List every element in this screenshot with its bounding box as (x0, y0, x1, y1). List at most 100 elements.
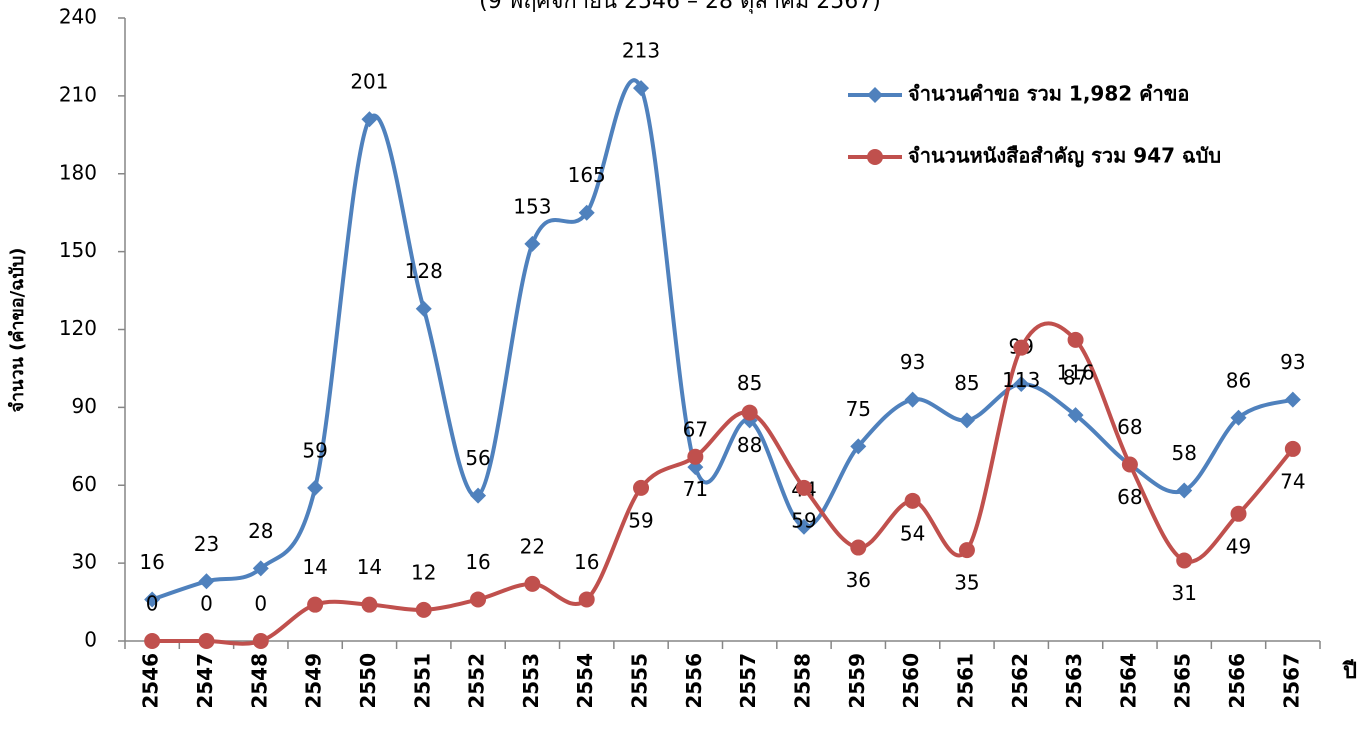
data-label: 85 (737, 371, 762, 395)
data-point (1230, 505, 1247, 522)
legend-label: จำนวนคำขอ รวม 1,982 คำขอ (908, 82, 1189, 106)
data-point (524, 235, 541, 252)
data-label: 113 (1002, 368, 1040, 392)
y-tick-label: 150 (59, 238, 97, 262)
data-point (867, 149, 883, 165)
data-label: 59 (628, 508, 653, 532)
x-tick-label: 2565 (1171, 653, 1195, 709)
data-label: 12 (411, 560, 436, 584)
data-label: 67 (683, 418, 708, 442)
data-label: 16 (574, 550, 599, 574)
x-tick-label: 2556 (682, 653, 706, 709)
data-point (687, 448, 704, 465)
data-point (1121, 456, 1138, 473)
x-tick-label: 2561 (953, 653, 977, 709)
data-point (144, 591, 161, 608)
data-point (198, 633, 215, 649)
data-label: 201 (350, 70, 388, 94)
data-label: 75 (846, 397, 871, 421)
x-tick-label: 2560 (899, 653, 923, 709)
data-point (415, 601, 432, 618)
x-tick-label: 2546 (139, 653, 163, 709)
data-point (904, 391, 921, 408)
x-tick-label: 2557 (736, 653, 760, 709)
y-tick-label: 240 (59, 5, 97, 29)
data-point (524, 575, 541, 592)
data-label: 0 (200, 592, 213, 616)
data-label: 71 (683, 477, 708, 501)
data-label: 116 (1056, 360, 1094, 384)
y-tick-label: 30 (72, 550, 97, 574)
data-point (198, 573, 215, 590)
data-point (1230, 409, 1247, 426)
data-label: 74 (1280, 469, 1305, 493)
y-tick-label: 180 (59, 160, 97, 184)
data-point (307, 596, 324, 613)
data-point (361, 596, 378, 613)
data-label: 31 (1171, 581, 1196, 605)
x-tick-label: 2552 (465, 653, 489, 709)
data-label: 14 (302, 555, 327, 579)
data-point (958, 412, 975, 429)
data-label: 59 (791, 508, 816, 532)
data-point (415, 300, 432, 317)
chart-title: (9 พฤศจิกายน 2546 – 28 ตุลาคม 2567) (479, 0, 881, 14)
data-point (850, 539, 867, 556)
data-point (633, 479, 650, 496)
legend-label: จำนวนหนังสือสำคัญ รวม 947 ฉบับ (908, 144, 1221, 168)
data-point (470, 591, 487, 608)
data-label: 16 (139, 550, 164, 574)
x-tick-label: 2551 (410, 653, 434, 709)
series-line (152, 321, 1295, 646)
data-label: 93 (900, 350, 925, 374)
data-label: 0 (146, 592, 159, 616)
data-point (1013, 339, 1030, 356)
x-tick-label: 2566 (1225, 653, 1249, 709)
x-tick-label: 2563 (1062, 653, 1086, 709)
y-tick-label: 0 (84, 628, 97, 652)
x-tick-label: 2550 (356, 653, 380, 709)
data-label: 14 (357, 555, 382, 579)
data-label: 16 (465, 550, 490, 574)
data-label: 23 (194, 532, 219, 556)
data-point (633, 80, 650, 97)
x-tick-label: 2554 (573, 653, 597, 709)
data-label: 35 (954, 571, 979, 595)
x-tick-label: 2562 (1008, 653, 1032, 709)
data-label: 58 (1171, 441, 1196, 465)
data-point (1284, 440, 1301, 457)
data-point (361, 111, 378, 128)
data-label: 59 (302, 438, 327, 462)
data-point (252, 560, 269, 577)
data-point (307, 479, 324, 496)
data-label: 93 (1280, 350, 1305, 374)
data-point (958, 542, 975, 559)
data-label: 68 (1117, 415, 1142, 439)
data-point (1067, 331, 1084, 348)
data-label: 165 (568, 163, 606, 187)
data-label: 88 (737, 433, 762, 457)
data-label: 49 (1226, 534, 1251, 558)
data-label: 54 (900, 521, 925, 545)
x-tick-label: 2564 (1116, 653, 1140, 709)
data-point (578, 591, 595, 608)
data-label: 56 (465, 446, 490, 470)
x-tick-label: 2559 (845, 653, 869, 709)
data-label: 153 (513, 194, 551, 218)
data-point (252, 633, 269, 649)
x-tick-label: 2555 (628, 653, 652, 709)
x-tick-label: 2547 (193, 653, 217, 709)
data-point (850, 438, 867, 455)
y-tick-label: 60 (72, 472, 97, 496)
data-label: 22 (520, 534, 545, 558)
y-axis-label: จำนวน (คำขอ/ฉบับ) (7, 247, 28, 412)
data-point (904, 492, 921, 509)
x-tick-label: 2549 (302, 653, 326, 709)
x-tick-label: 2558 (790, 653, 814, 709)
y-tick-label: 210 (59, 82, 97, 106)
data-label: 86 (1226, 368, 1251, 392)
data-label: 213 (622, 39, 660, 63)
x-tick-label: 2548 (247, 653, 271, 709)
